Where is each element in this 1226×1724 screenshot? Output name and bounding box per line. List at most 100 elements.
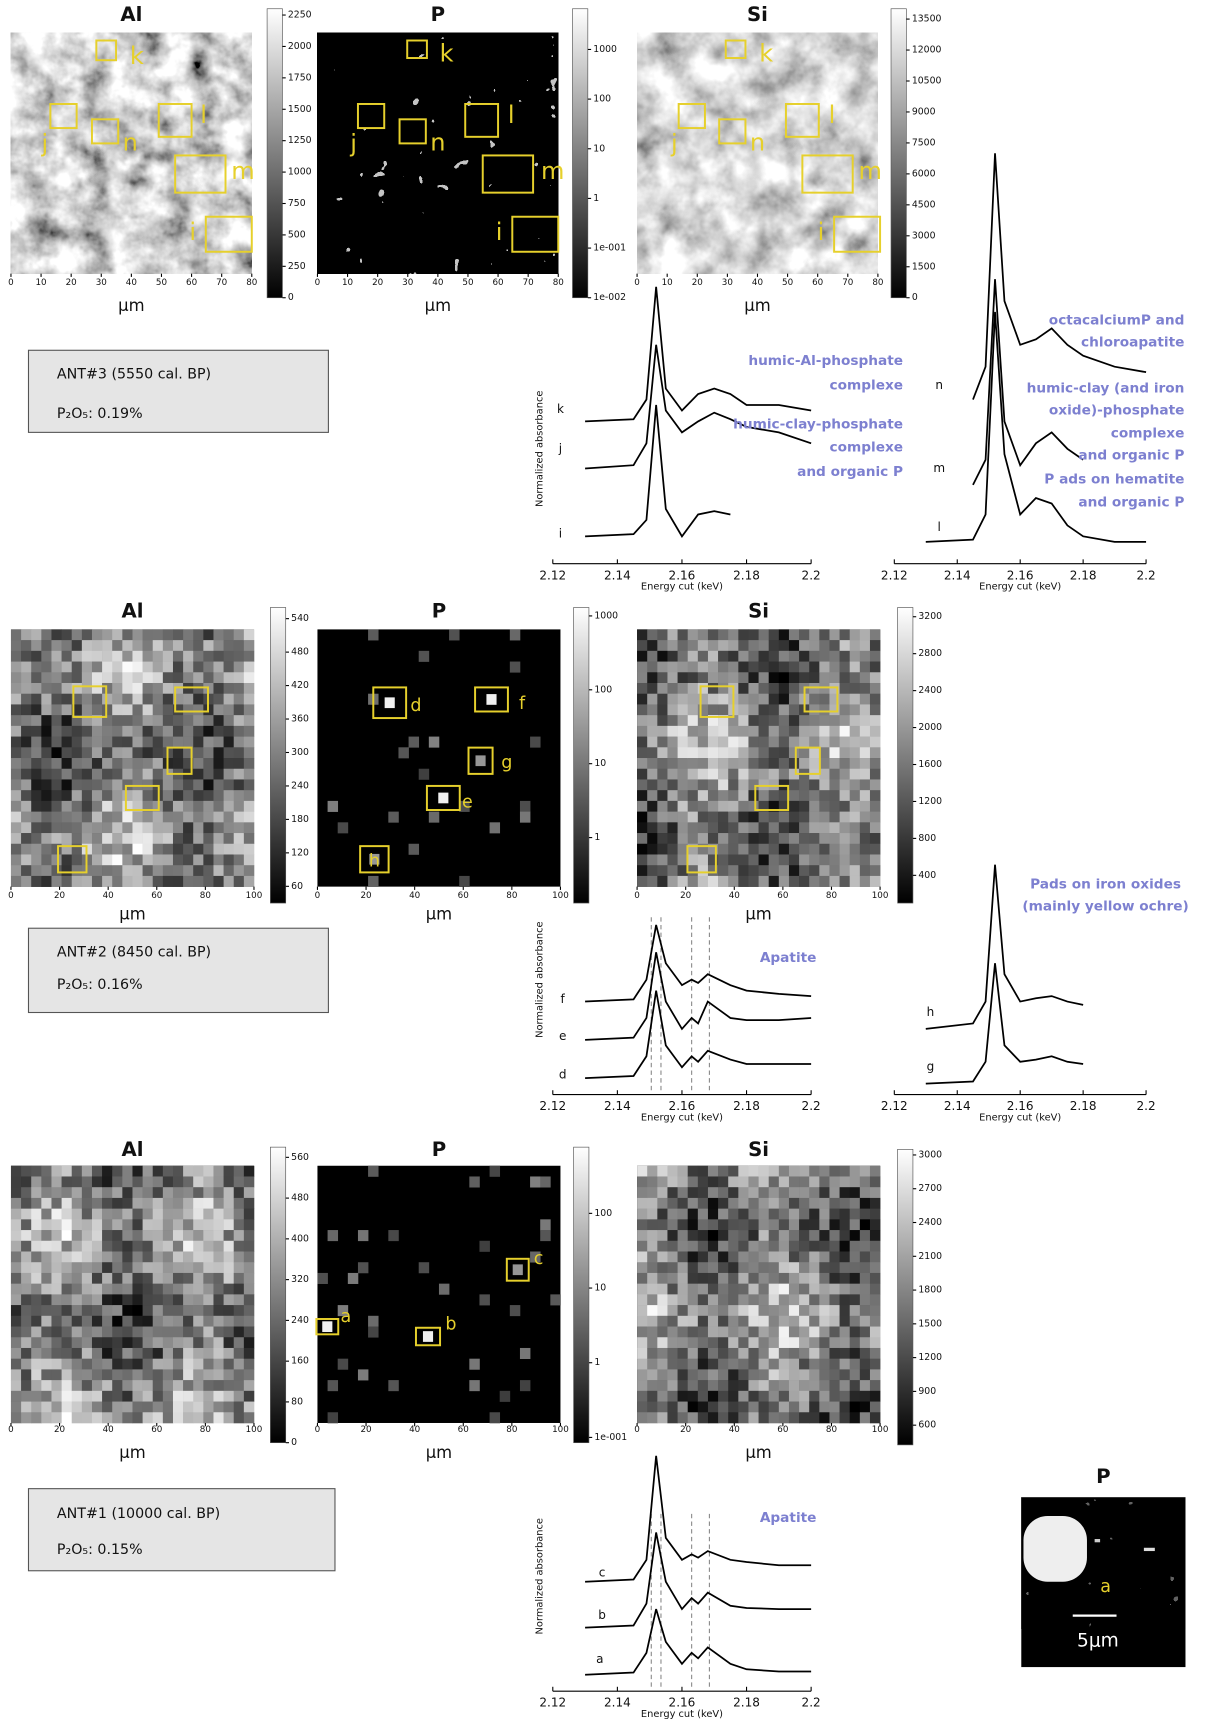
map-pixel xyxy=(21,1305,32,1317)
map-pixel xyxy=(233,1347,245,1360)
map-pixel xyxy=(829,661,840,673)
map-pixel xyxy=(849,715,861,727)
map-pixel xyxy=(162,854,174,866)
map-pixel xyxy=(142,715,154,727)
map-pixel xyxy=(728,1347,739,1360)
map-pixel xyxy=(738,854,749,866)
map-pixel xyxy=(667,704,678,716)
map-pixel xyxy=(203,1197,214,1209)
map-pixel xyxy=(748,1390,759,1402)
map-pixel xyxy=(172,725,184,737)
map-pixel xyxy=(647,747,658,759)
colorbar-tick-label: 300 xyxy=(291,747,309,758)
map-pixel xyxy=(213,1165,224,1177)
map-pixel xyxy=(183,1187,194,1199)
x-tick-label: 2.16 xyxy=(1007,1099,1034,1113)
map-pixel xyxy=(718,779,729,791)
map-pixel xyxy=(223,704,235,716)
map-pixel xyxy=(677,1176,689,1188)
map-pixel xyxy=(869,1187,881,1199)
map-pixel xyxy=(748,1412,759,1424)
map-pixel xyxy=(61,854,73,866)
x-tick-label: 10 xyxy=(662,278,673,288)
map-pixel xyxy=(839,768,851,780)
map-pixel xyxy=(91,1369,103,1381)
map-pixel xyxy=(10,1401,22,1413)
map-pixel xyxy=(41,843,52,855)
map-pixel xyxy=(193,672,204,684)
map-pixel xyxy=(788,1294,800,1306)
spectrum-label: j xyxy=(558,441,562,455)
map-pixel xyxy=(41,1176,52,1188)
map-pixel xyxy=(51,640,62,652)
map-pixel xyxy=(667,1251,678,1263)
map-pixel xyxy=(859,1208,871,1220)
map-pixel xyxy=(193,1412,204,1424)
map-pixel xyxy=(10,843,22,855)
map-pixel xyxy=(637,822,648,834)
map-pixel xyxy=(132,1197,143,1209)
map-pixel xyxy=(839,725,851,737)
map-pixel xyxy=(71,875,83,887)
map-pixel xyxy=(697,1358,709,1370)
map-pixel xyxy=(213,1187,224,1199)
map-pixel xyxy=(223,1165,235,1177)
map-pixel xyxy=(142,1219,154,1231)
map-pixel xyxy=(223,1240,235,1252)
map-pixel xyxy=(193,1315,204,1327)
map-pixel xyxy=(41,1380,52,1392)
map-pixel xyxy=(81,1337,93,1349)
map-pixel xyxy=(71,1358,83,1370)
map-pixel xyxy=(172,1347,184,1360)
map-pixel xyxy=(728,875,739,887)
map-pixel xyxy=(859,758,871,770)
map-pixel xyxy=(21,747,32,759)
map-pixel xyxy=(677,1412,689,1424)
map-pixel xyxy=(183,747,194,759)
map-pixel xyxy=(213,1337,224,1349)
map-pixel xyxy=(132,1240,143,1252)
map-pixel xyxy=(788,672,800,684)
map-pixel xyxy=(839,661,851,673)
map-pixel xyxy=(839,833,851,845)
map-pixel xyxy=(223,1272,235,1284)
map-pixel xyxy=(799,1197,810,1209)
map-pixel xyxy=(21,682,32,695)
map-pixel xyxy=(152,1219,164,1231)
map-pixel xyxy=(203,875,214,887)
map-pixel xyxy=(233,1219,245,1231)
map-pixel xyxy=(21,865,32,877)
map-pixel xyxy=(122,758,133,770)
map-pixel xyxy=(829,1230,840,1242)
colorbar-tick-label: 1750 xyxy=(288,72,312,83)
map-pixel xyxy=(122,1294,133,1306)
map-pixel xyxy=(223,1176,235,1188)
map-pixel xyxy=(193,758,204,770)
map-pixel xyxy=(102,758,113,770)
map-pixel xyxy=(748,1358,759,1370)
map-pixel xyxy=(728,790,739,802)
roi-label: n xyxy=(430,128,445,156)
map-pixel xyxy=(233,779,245,791)
map-pixel xyxy=(738,1347,749,1360)
map-pixel xyxy=(778,1305,790,1317)
map-pixel xyxy=(51,715,62,727)
colorbar-tick-label: 750 xyxy=(288,198,306,209)
roi-box xyxy=(505,1257,530,1282)
map-pixel xyxy=(91,1326,103,1338)
map-pixel xyxy=(71,747,83,759)
map-pixel xyxy=(91,800,103,812)
map-pixel xyxy=(809,650,820,662)
map-pixel xyxy=(778,1219,790,1231)
map-pixel xyxy=(728,1262,739,1274)
map-pixel xyxy=(10,790,22,802)
map-pixel xyxy=(21,736,32,748)
map-pixel xyxy=(788,1358,800,1370)
map-pixel xyxy=(768,693,780,705)
x-tick-label: 80 xyxy=(506,891,517,901)
map-pixel xyxy=(183,682,194,695)
map-pixel xyxy=(819,693,830,705)
map-pixel xyxy=(122,682,133,695)
roi-label: n xyxy=(123,128,138,156)
